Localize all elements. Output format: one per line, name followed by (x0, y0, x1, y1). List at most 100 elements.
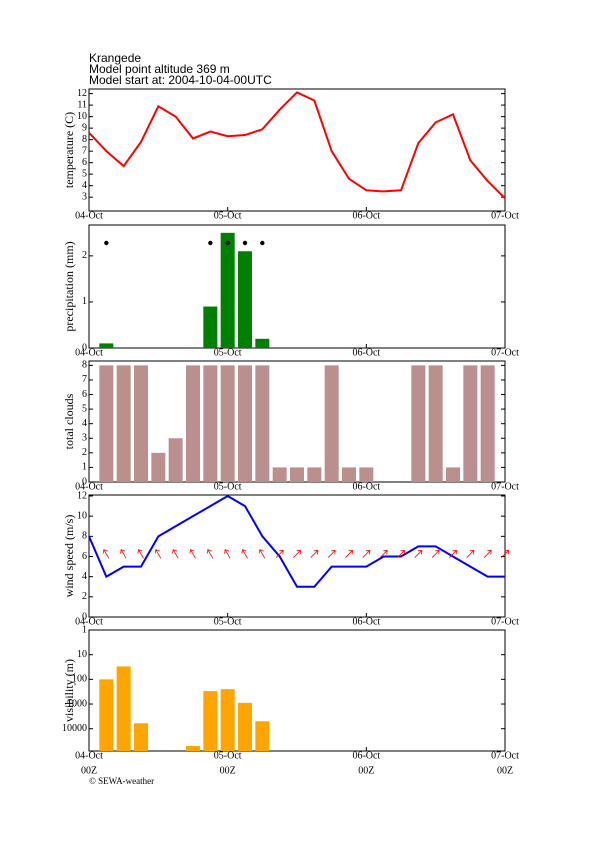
bar (203, 691, 218, 751)
wind-direction-arrow (449, 550, 457, 558)
wind-direction-arrow (241, 549, 248, 559)
y-tick-label: 8 (82, 360, 87, 371)
precip-symbol (260, 240, 265, 246)
precip-symbol (242, 240, 248, 246)
y-tick-label: 12 (77, 88, 87, 99)
x-tick-label: 04-Oct (75, 616, 103, 627)
bar (446, 467, 460, 482)
bar (220, 365, 235, 482)
y-axis-label: precipitation (mm) (62, 241, 76, 331)
x-hour-label: 00Z (220, 765, 236, 776)
wind-direction-arrow (397, 550, 405, 558)
y-tick-label: 10 (77, 510, 87, 521)
bar (99, 365, 114, 482)
wind-direction-arrow (310, 550, 319, 558)
bar (238, 251, 252, 348)
y-tick-label: 0 (82, 342, 87, 353)
y-tick-label: 9 (82, 122, 87, 133)
precip-symbol (208, 240, 213, 246)
bar (324, 365, 339, 482)
x-tick-label: 07-Oct (491, 750, 519, 761)
bar (116, 666, 131, 751)
x-tick-label: 04-Oct (75, 210, 103, 221)
location: Krangede (89, 51, 141, 65)
wind-direction-arrow (501, 550, 509, 558)
x-tick-label: 07-Oct (491, 347, 519, 358)
precip-symbol (104, 240, 109, 246)
y-tick-label: 1 (82, 462, 87, 473)
bar (186, 745, 200, 751)
bar (255, 721, 270, 751)
x-tick-label: 07-Oct (491, 210, 519, 221)
bar (168, 438, 183, 482)
x-tick-label: 07-Oct (491, 616, 519, 627)
wind-direction-arrow (466, 550, 475, 558)
x-tick-label: 06-Oct (352, 750, 380, 761)
bar (203, 365, 218, 482)
wind-direction-arrow (431, 550, 440, 558)
bar (342, 467, 356, 482)
y-tick-label: 10000 (62, 723, 87, 734)
bar (463, 365, 478, 482)
bar (220, 232, 235, 348)
x-tick-label: 04-Oct (75, 750, 103, 761)
wind-direction-arrow (120, 549, 127, 559)
bar (255, 365, 270, 482)
y-tick-label: 1 (82, 624, 87, 635)
wind-direction-arrow (327, 550, 336, 558)
precip-symbol (225, 240, 230, 246)
y-tick-label: 1 (82, 296, 87, 307)
y-tick-label: 3 (82, 433, 87, 444)
wind-direction-arrow (102, 549, 110, 559)
bar (220, 689, 235, 751)
x-tick-label: 06-Oct (352, 347, 380, 358)
bar (134, 723, 148, 751)
plot-frame (88, 88, 506, 212)
copyright: © SEWA-weather (89, 776, 154, 786)
wind-direction-arrow (345, 550, 353, 558)
y-tick-label: 4 (82, 571, 87, 582)
y-tick-label: 6 (82, 551, 87, 562)
wind-direction-arrow (154, 549, 162, 559)
wind-direction-arrow (224, 549, 231, 559)
y-tick-label: 5 (82, 403, 87, 414)
bar (411, 365, 426, 482)
y-tick-label: 6 (82, 389, 87, 400)
y-tick-label: 7 (82, 374, 87, 385)
plot-frame (88, 629, 506, 752)
x-tick-label: 07-Oct (491, 481, 519, 492)
x-tick-label: 05-Oct (214, 750, 242, 761)
wind-direction-arrow (293, 550, 301, 558)
bar (359, 467, 374, 482)
wind-direction-arrow (172, 549, 179, 559)
y-axis-label: wind speed (m/s) (62, 515, 76, 598)
bar (238, 702, 252, 751)
bar (99, 343, 114, 348)
wind-direction-arrow (137, 549, 144, 559)
x-tick-label: 04-Oct (75, 481, 103, 492)
y-tick-label: 0 (82, 611, 87, 622)
y-tick-label: 2 (82, 591, 87, 602)
x-tick-label: 04-Oct (75, 347, 103, 358)
wind-direction-arrow (258, 549, 266, 559)
y-axis-label: visibility (m) (62, 659, 76, 722)
line (88, 494, 505, 588)
x-tick-label: 05-Oct (214, 481, 242, 492)
x-tick-label: 05-Oct (214, 210, 242, 221)
y-tick-label: 7 (82, 145, 87, 156)
y-tick-label: 3 (82, 191, 87, 202)
wind-direction-arrow (206, 549, 214, 559)
y-tick-label: 0 (82, 476, 87, 487)
y-tick-label: 10 (77, 649, 87, 660)
x-tick-label: 06-Oct (352, 210, 380, 221)
wind-direction-arrow (379, 550, 388, 558)
y-tick-label: 5 (82, 168, 87, 179)
wind-direction-arrow (362, 550, 371, 558)
plot-frame (88, 494, 506, 618)
y-tick-label: 100 (72, 674, 87, 685)
wind-direction-arrow (275, 550, 284, 558)
y-tick-label: 2 (82, 447, 87, 458)
x-tick-label: 06-Oct (352, 481, 380, 492)
